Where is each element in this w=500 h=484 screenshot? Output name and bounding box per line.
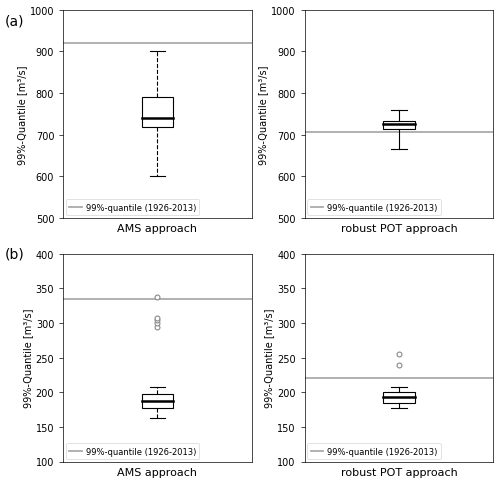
X-axis label: AMS approach: AMS approach (118, 467, 198, 477)
Bar (142, 98, 173, 128)
Bar (142, 394, 173, 408)
Y-axis label: 99%-Quantile [m³/s]: 99%-Quantile [m³/s] (17, 65, 27, 164)
Legend: 99%-quantile (1926-2013): 99%-quantile (1926-2013) (66, 200, 200, 216)
Legend: 99%-quantile (1926-2013): 99%-quantile (1926-2013) (308, 200, 441, 216)
Bar (383, 393, 414, 403)
Legend: 99%-quantile (1926-2013): 99%-quantile (1926-2013) (308, 443, 441, 459)
X-axis label: AMS approach: AMS approach (118, 224, 198, 234)
Bar (383, 121, 414, 129)
Y-axis label: 99%-Quantile [m³/s]: 99%-Quantile [m³/s] (258, 65, 268, 164)
Text: (b): (b) (5, 247, 25, 261)
X-axis label: robust POT approach: robust POT approach (340, 467, 458, 477)
Y-axis label: 99%-Quantile [m³/s]: 99%-Quantile [m³/s] (264, 308, 274, 408)
Y-axis label: 99%-Quantile [m³/s]: 99%-Quantile [m³/s] (23, 308, 33, 408)
X-axis label: robust POT approach: robust POT approach (340, 224, 458, 234)
Text: (a): (a) (5, 15, 24, 29)
Legend: 99%-quantile (1926-2013): 99%-quantile (1926-2013) (66, 443, 200, 459)
